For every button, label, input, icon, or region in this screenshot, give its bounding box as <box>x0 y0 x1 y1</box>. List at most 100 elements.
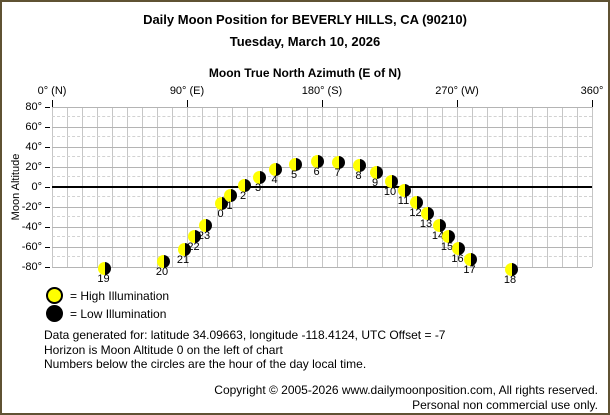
hour-label: 23 <box>197 230 211 242</box>
usage-line: Personal non commercial use only. <box>412 397 598 412</box>
page-title: Daily Moon Position for BEVERLY HILLS, C… <box>143 12 467 27</box>
y-axis-tick-label: 40° <box>25 141 42 153</box>
grid-line-minor <box>52 196 592 197</box>
grid-line-minor <box>52 136 592 137</box>
hour-label: 21 <box>176 254 190 266</box>
note-horizon: Horizon is Moon Altitude 0 on the left o… <box>44 342 283 357</box>
y-axis-tick <box>45 126 50 128</box>
grid-line-minor <box>52 256 592 257</box>
hour-label: 19 <box>97 273 110 285</box>
y-axis-tick <box>45 246 50 248</box>
grid-line-major <box>52 126 592 128</box>
hour-label: 11 <box>397 195 410 207</box>
plot-area: 0° (N) 90° (E) 180° (S) 270° (W) 360° 80° 60° 4… <box>22 85 604 286</box>
grid-line-minor <box>52 236 592 237</box>
moon-point <box>452 241 465 255</box>
moon-point <box>198 218 212 232</box>
hour-label: 13 <box>419 218 433 230</box>
moon-point <box>353 158 366 172</box>
y-axis-tick <box>45 106 50 108</box>
moon-point <box>369 165 383 179</box>
footer-block: Copyright © 2005-2026 www.dailymoonposit… <box>214 383 598 412</box>
moon-point <box>420 206 434 220</box>
moon-point <box>504 262 518 276</box>
y-axis-tick-label: 80° <box>25 101 42 113</box>
x-axis-tick-label: 360° <box>580 85 604 97</box>
x-axis-tick-label: 90° (E) <box>169 85 205 97</box>
horizon-line <box>52 186 592 188</box>
x-axis-tick <box>321 100 323 107</box>
moon-point <box>398 183 411 197</box>
hour-label: 20 <box>155 266 169 278</box>
grid-line-minor <box>52 176 592 177</box>
hour-label: 16 <box>451 253 464 265</box>
hour-label: 10 <box>383 186 397 198</box>
moon-point <box>288 157 302 171</box>
moon-point <box>237 178 251 192</box>
moon-point <box>464 252 477 266</box>
grid-line-major <box>52 166 592 168</box>
y-axis-tick <box>45 266 50 268</box>
moon-point <box>269 162 282 176</box>
y-axis-tick-label: -40° <box>21 221 42 233</box>
grid-line-minor <box>52 216 592 217</box>
hour-label: 8 <box>355 170 362 182</box>
hour-label: 14 <box>431 230 445 242</box>
x-axis-tick-label: 180° (S) <box>301 85 343 97</box>
legend-high-label: = High Illumination <box>70 289 170 303</box>
grid-line-major <box>52 146 592 148</box>
grid-line-minor <box>52 116 592 117</box>
grid-line-major <box>52 106 592 108</box>
moon-point <box>432 218 446 232</box>
y-axis-tick <box>45 226 50 228</box>
y-axis-tick <box>45 186 50 188</box>
page-date: Tuesday, March 10, 2026 <box>229 34 381 49</box>
hour-label: 6 <box>313 166 320 178</box>
y-axis-tick <box>45 206 50 208</box>
legend-low-label: = Low Illumination <box>70 307 167 321</box>
hour-label: 3 <box>254 182 262 194</box>
copyright-line: Copyright © 2005-2026 www.dailymoonposit… <box>214 383 598 397</box>
grid-line-major <box>52 226 592 228</box>
y-axis-tick-label: 0° <box>31 181 42 193</box>
moon-point <box>177 242 191 256</box>
moon-point <box>156 254 170 268</box>
chart-title: Moon True North Azimuth (E of N) <box>208 66 402 80</box>
note-hour-numbers: Numbers below the circles are the hour o… <box>44 357 367 371</box>
hour-label: 1 <box>226 200 233 212</box>
y-axis-tick-label: 20° <box>25 161 42 173</box>
hour-label: 17 <box>463 264 476 276</box>
grid-line-major <box>52 206 592 208</box>
y-axis-tick <box>45 166 50 168</box>
moon-point <box>441 229 455 243</box>
hour-label: 22 <box>187 241 200 253</box>
note-data-generated: Data generated for: latitude 34.09663, l… <box>44 328 446 342</box>
hour-label: 2 <box>239 190 247 202</box>
hour-label: 0 <box>217 208 224 220</box>
low-illumination-icon <box>46 305 63 322</box>
moon-point <box>188 229 201 243</box>
y-axis-tick-label: -20° <box>21 201 42 213</box>
hour-label: 15 <box>440 241 454 253</box>
hour-label: 5 <box>290 169 298 181</box>
x-axis-tick-label: 0° (N) <box>37 85 67 97</box>
moon-point <box>311 154 324 168</box>
x-axis-tick <box>591 100 593 107</box>
notes-block: Data generated for: latitude 34.09663, l… <box>44 328 445 372</box>
y-axis-tick <box>45 146 50 148</box>
hour-label: 7 <box>334 167 341 179</box>
x-axis-tick-label: 270° (W) <box>435 85 479 97</box>
y-axis-tick-label: -80° <box>21 261 42 273</box>
x-axis-tick <box>51 100 53 107</box>
x-axis-tick <box>186 100 188 107</box>
grid-line-vertical <box>591 107 593 267</box>
moon-point <box>252 170 266 184</box>
x-axis-tick <box>456 100 458 107</box>
hour-label: 9 <box>371 177 379 189</box>
moon-point <box>410 195 423 209</box>
moon-point <box>98 261 111 275</box>
moon-point <box>224 188 237 202</box>
y-axis-tick-label: 60° <box>25 121 42 133</box>
hour-label: 4 <box>271 174 278 186</box>
